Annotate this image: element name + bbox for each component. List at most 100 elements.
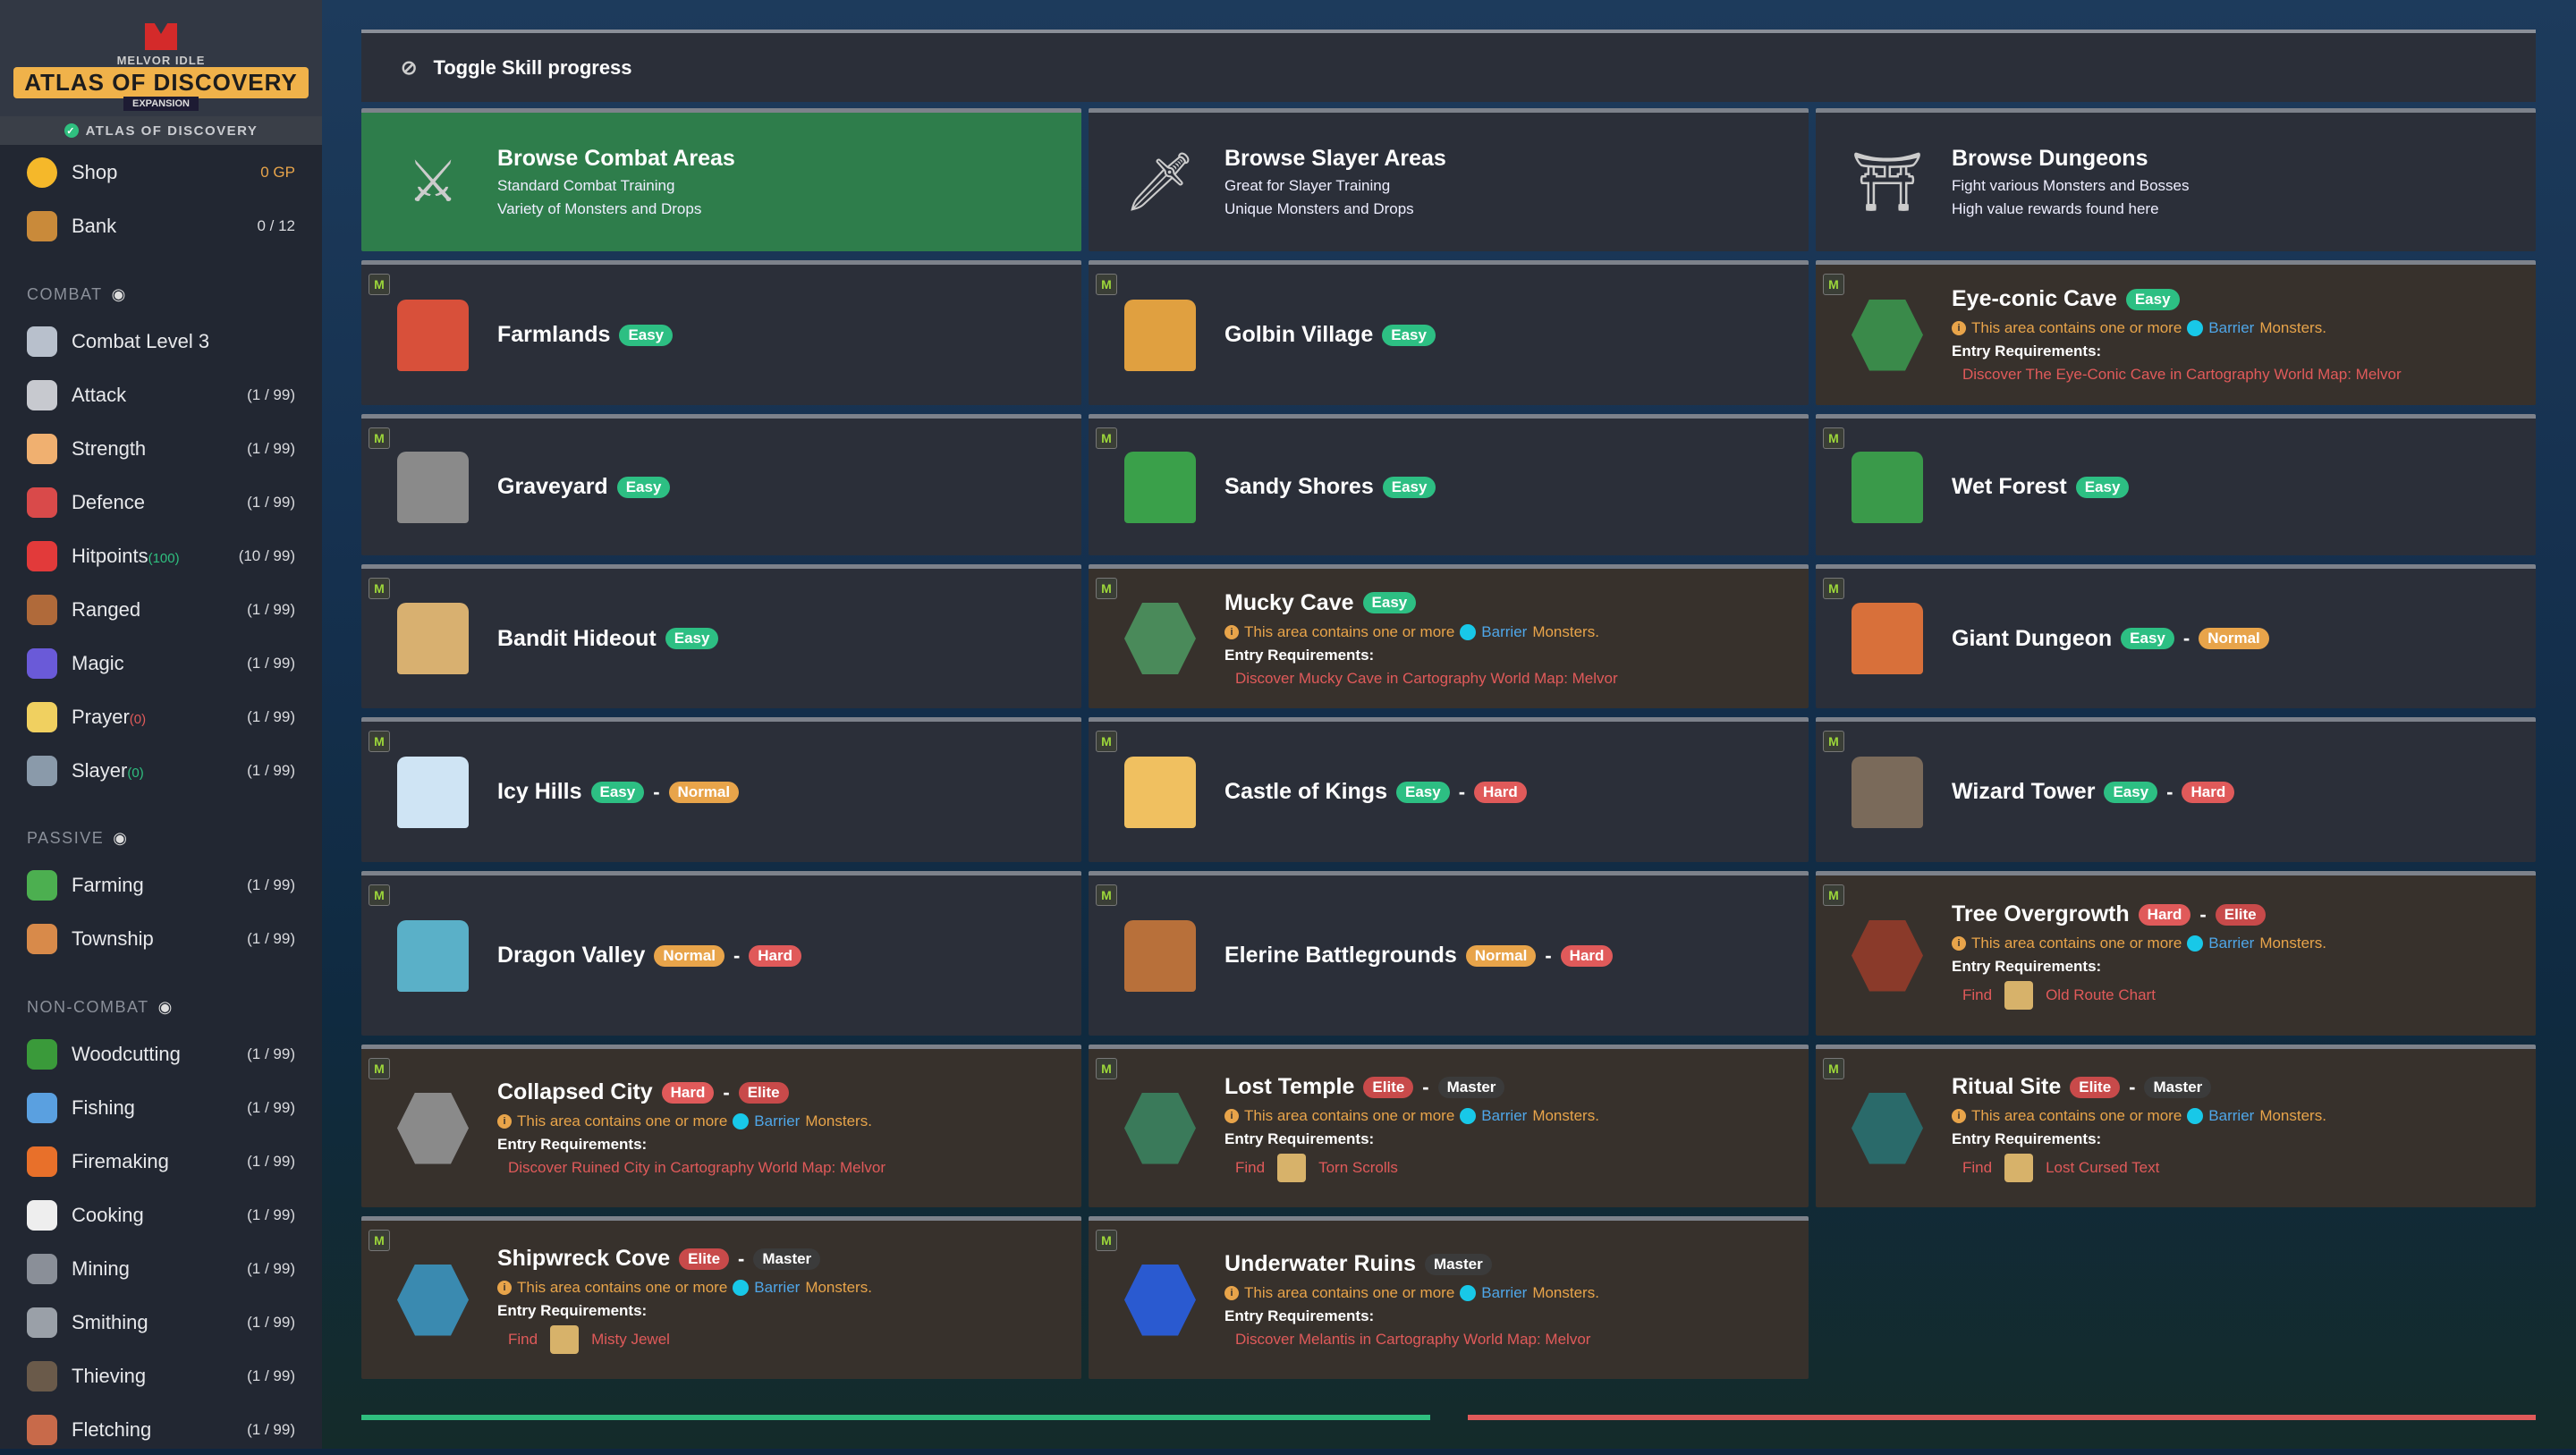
area-card-wizard-tower[interactable]: M Wizard Tower Easy - Hard — [1816, 717, 2536, 862]
skill-label: Township — [72, 927, 247, 951]
area-card-lost-temple[interactable]: M Lost Temple Elite - Master i This area conta… — [1089, 1045, 1809, 1207]
section-header-combat[interactable]: COMBAT ◉ — [27, 285, 127, 304]
area-card-farmlands[interactable]: M Farmlands Easy — [361, 260, 1081, 405]
toggle-skill-progress-button[interactable]: ⊘ Toggle Skill progress — [361, 30, 2536, 102]
browse-subtitle: Great for Slayer Training — [1224, 177, 1391, 194]
area-card-mucky-cave[interactable]: M Mucky Cave Easy i This area contains one o… — [1089, 564, 1809, 708]
browse-card-0[interactable]: ⚔ Browse Combat Areas Standard Combat Trai… — [361, 108, 1081, 251]
warning-suffix: Monsters. — [1532, 1107, 1599, 1124]
difficulty-badge: Hard — [1560, 944, 1614, 967]
sidebar-item-township[interactable]: Township (1 / 99) — [0, 914, 322, 964]
sidebar-item-magic[interactable]: Magic (1 / 99) — [0, 639, 322, 689]
sidebar-item-mining[interactable]: Mining (1 / 99) — [0, 1244, 322, 1294]
section-title: PASSIVE — [27, 829, 105, 847]
skill-level: (1 / 99) — [247, 494, 295, 511]
area-card-giant-dungeon[interactable]: M Giant Dungeon Easy - Normal — [1816, 564, 2536, 708]
sidebar-item-shop[interactable]: Shop 0 GP — [0, 148, 322, 198]
area-title: Ritual Site Elite - Master — [1952, 1074, 2326, 1100]
skill-label: Woodcutting — [72, 1043, 247, 1066]
sidebar-item-thieving[interactable]: Thieving (1 / 99) — [0, 1351, 322, 1401]
area-card-wet-forest[interactable]: M Wet Forest Easy — [1816, 414, 2536, 555]
required-item-icon — [2004, 981, 2034, 1010]
skill-level: (1 / 99) — [247, 386, 295, 403]
skill-level: (1 / 99) — [247, 876, 295, 893]
sidebar-item-bank[interactable]: Bank 0 / 12 — [0, 201, 322, 251]
melvor-realm-icon: M — [1096, 427, 1117, 449]
sidebar-item-fishing[interactable]: Fishing (1 / 99) — [0, 1083, 322, 1133]
section-header-passive[interactable]: PASSIVE ◉ — [27, 829, 128, 848]
sidebar-item-ranged[interactable]: Ranged (1 / 99) — [0, 585, 322, 635]
sidebar-item-slayer[interactable]: Slayer(0) (1 / 99) — [0, 746, 322, 796]
difficulty-badge: Normal — [654, 944, 724, 967]
farming-icon — [27, 870, 57, 901]
sidebar-item-defence[interactable]: Defence (1 / 99) — [0, 478, 322, 528]
barn-icon — [388, 291, 478, 380]
area-card-shipwreck-cove[interactable]: M Shipwreck Cove Elite - Master i This area co… — [361, 1216, 1081, 1379]
area-card-sandy-shores[interactable]: M Sandy Shores Easy — [1089, 414, 1809, 555]
eye-icon[interactable]: ◉ — [111, 285, 127, 303]
requirement-text: Discover Ruined City in Cartography Worl… — [508, 1159, 886, 1176]
skill-name: Magic — [72, 652, 124, 674]
difficulty-separator: - — [738, 1247, 745, 1270]
heart-icon — [27, 541, 57, 571]
area-card-collapsed-city[interactable]: M Collapsed City Hard - Elite i This area cont… — [361, 1045, 1081, 1207]
fist-icon — [27, 434, 57, 464]
difficulty-separator: - — [2129, 1075, 2136, 1098]
area-card-icy-hills[interactable]: M Icy Hills Easy - Normal — [361, 717, 1081, 862]
sidebar-item-smithing[interactable]: Smithing (1 / 99) — [0, 1298, 322, 1348]
bank-value: 0 / 12 — [257, 217, 295, 234]
area-title: Wet Forest Easy — [1952, 474, 2130, 500]
area-name: Eye-conic Cave — [1952, 286, 2117, 311]
skill-name: Fishing — [72, 1096, 135, 1119]
area-title: Golbin Village Easy — [1224, 322, 1436, 348]
sidebar-item-attack[interactable]: Attack (1 / 99) — [0, 370, 322, 420]
area-card-graveyard[interactable]: M Graveyard Easy — [361, 414, 1081, 555]
sidebar-item-farming[interactable]: Farming (1 / 99) — [0, 860, 322, 910]
area-card-eye-conic-cave[interactable]: M Eye-conic Cave Easy i This area contains o… — [1816, 260, 2536, 405]
logo-sub: EXPANSION — [123, 97, 199, 111]
barrier-warning: i This area contains one or more Barrier Mo… — [497, 1279, 872, 1297]
entry-requirements-label: Entry Requirements: — [1224, 1130, 1375, 1147]
skill-label: Ranged — [72, 598, 247, 622]
arrow-icon — [27, 1415, 57, 1445]
area-card-underwater-ruins[interactable]: M Underwater Ruins Master i This area contai… — [1089, 1216, 1809, 1379]
bow-icon — [27, 595, 57, 625]
area-card-tree-overgrowth[interactable]: M Tree Overgrowth Hard - Elite i This area con… — [1816, 871, 2536, 1036]
area-title: Farmlands Easy — [497, 322, 674, 348]
prayer-star-icon — [27, 702, 57, 732]
sidebar-item-combat-level-3[interactable]: Combat Level 3 — [0, 317, 322, 367]
area-card-golbin-village[interactable]: M Golbin Village Easy — [1089, 260, 1809, 405]
section-header-non-combat[interactable]: NON-COMBAT ◉ — [27, 998, 174, 1017]
sidebar-item-woodcutting[interactable]: Woodcutting (1 / 99) — [0, 1029, 322, 1079]
barrier-warning: i This area contains one or more Barrier Mo… — [1952, 319, 2402, 337]
eye-slash-icon: ⊘ — [401, 55, 418, 79]
browse-card-2[interactable]: ⛩ Browse Dungeons Fight various Monsters a… — [1816, 108, 2536, 251]
entry-requirements-label: Entry Requirements: — [1952, 1130, 2102, 1147]
sidebar-item-fletching[interactable]: Fletching (1 / 99) — [0, 1405, 322, 1455]
eye-icon[interactable]: ◉ — [113, 829, 129, 847]
browse-title: Browse Dungeons — [1952, 146, 2148, 171]
melvor-realm-icon: M — [1096, 884, 1117, 906]
township-icon — [27, 924, 57, 954]
area-card-dragon-valley[interactable]: M Dragon Valley Normal - Hard — [361, 871, 1081, 1036]
area-name: Castle of Kings — [1224, 779, 1387, 804]
difficulty-badge: Easy — [1382, 476, 1436, 498]
sidebar-item-hitpoints[interactable]: Hitpoints(100) (10 / 99) — [0, 531, 322, 581]
area-card-ritual-site[interactable]: M Ritual Site Elite - Master i This area conta… — [1816, 1045, 2536, 1207]
barrier-keyword: Barrier — [2208, 319, 2255, 336]
eye-icon[interactable]: ◉ — [157, 998, 174, 1016]
area-card-castle-of-kings[interactable]: M Castle of Kings Easy - Hard — [1089, 717, 1809, 862]
area-card-bandit-hideout[interactable]: M Bandit Hideout Easy — [361, 564, 1081, 708]
browse-card-1[interactable]: 🗡 Browse Slayer Areas Great for Slayer Tra… — [1089, 108, 1809, 251]
colosseum-icon — [1115, 911, 1205, 1001]
area-name: Underwater Ruins — [1224, 1251, 1416, 1276]
area-card-elerine-battlegrounds[interactable]: M Elerine Battlegrounds Normal - Hard — [1089, 871, 1809, 1036]
logo: MELVOR IDLE ATLAS OF DISCOVERY EXPANSION — [0, 0, 322, 116]
sidebar-item-strength[interactable]: Strength (1 / 99) — [0, 424, 322, 474]
sidebar-item-firemaking[interactable]: Firemaking (1 / 99) — [0, 1137, 322, 1187]
sidebar-item-prayer[interactable]: Prayer(0) (1 / 99) — [0, 692, 322, 742]
skill-level: (1 / 99) — [247, 655, 295, 672]
sidebar-item-cooking[interactable]: Cooking (1 / 99) — [0, 1190, 322, 1240]
skill-label: Combat Level 3 — [72, 330, 295, 353]
browse-subtitle: Standard Combat Training — [497, 177, 675, 194]
